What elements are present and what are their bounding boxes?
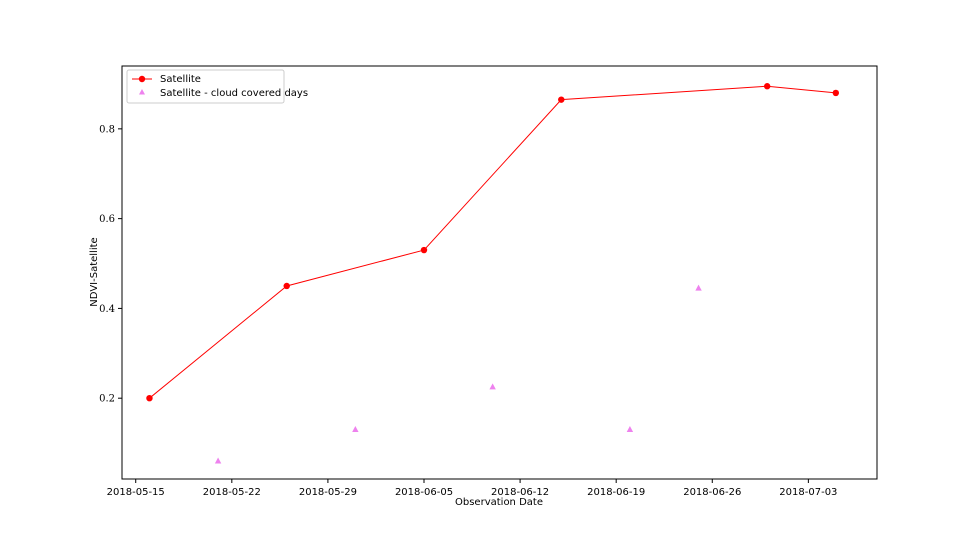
data-point-satellite-cloud-covered-days bbox=[695, 284, 702, 291]
y-axis-label: NDVI-Satellite bbox=[89, 237, 100, 306]
legend-label-satellite: Satellite bbox=[160, 74, 201, 85]
data-point-satellite-cloud-covered-days bbox=[352, 426, 359, 433]
x-tick-label: 2018-07-03 bbox=[779, 487, 837, 498]
data-point-satellite bbox=[420, 246, 428, 254]
y-tick-label: 0.4 bbox=[99, 304, 115, 315]
x-tick-label: 2018-05-15 bbox=[107, 487, 165, 498]
x-tick-label: 2018-06-05 bbox=[395, 487, 453, 498]
legend-marker-cloud-covered bbox=[139, 89, 145, 95]
data-point-satellite-cloud-covered-days bbox=[489, 383, 496, 390]
data-point-satellite bbox=[558, 96, 565, 103]
x-tick-label: 2018-05-22 bbox=[203, 487, 261, 498]
legend: Satellite Satellite - cloud covered days bbox=[126, 69, 308, 104]
x-axis-label: Observation Date bbox=[455, 497, 543, 508]
plot-area bbox=[146, 83, 840, 464]
data-point-satellite-cloud-covered-days bbox=[626, 426, 634, 433]
y-tick-label: 0.6 bbox=[99, 214, 115, 225]
legend-marker-satellite bbox=[138, 75, 146, 83]
data-point-satellite-cloud-covered-days bbox=[214, 457, 222, 464]
x-tick-label: 2018-06-19 bbox=[587, 487, 645, 498]
y-tick-label: 0.8 bbox=[99, 124, 115, 135]
legend-label-cloud-covered: Satellite - cloud covered days bbox=[160, 88, 308, 99]
axes: 2018-05-15 2018-05-22 2018-05-29 2018-06-05… bbox=[99, 65, 878, 498]
data-point-satellite bbox=[763, 83, 771, 90]
x-tick-label: 2018-06-12 bbox=[491, 487, 549, 498]
legend-box bbox=[126, 69, 285, 104]
data-point-satellite bbox=[146, 394, 153, 402]
x-tick-label: 2018-05-29 bbox=[299, 487, 357, 498]
data-point-satellite bbox=[832, 89, 840, 97]
x-tick-label: 2018-06-26 bbox=[683, 487, 741, 498]
y-tick-label: 0.2 bbox=[99, 394, 115, 405]
data-point-satellite bbox=[283, 282, 290, 290]
plot-frame bbox=[121, 65, 878, 480]
series-line-satellite bbox=[149, 85, 836, 399]
